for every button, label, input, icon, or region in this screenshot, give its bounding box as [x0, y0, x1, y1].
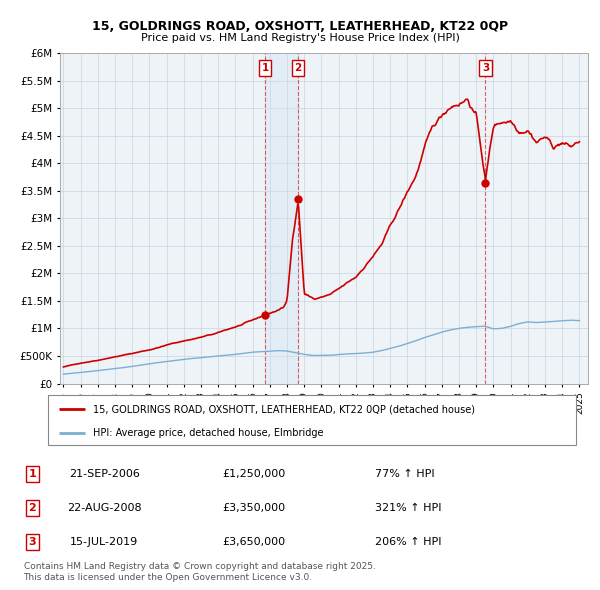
Text: 3: 3	[28, 537, 36, 547]
Text: 22-AUG-2008: 22-AUG-2008	[67, 503, 142, 513]
Text: Contains HM Land Registry data © Crown copyright and database right 2025.
This d: Contains HM Land Registry data © Crown c…	[23, 562, 376, 582]
Text: 2: 2	[295, 63, 302, 73]
Text: 15-JUL-2019: 15-JUL-2019	[70, 537, 138, 547]
Text: 2: 2	[28, 503, 36, 513]
Text: 321% ↑ HPI: 321% ↑ HPI	[375, 503, 442, 513]
FancyBboxPatch shape	[48, 395, 576, 445]
Text: 77% ↑ HPI: 77% ↑ HPI	[375, 469, 434, 479]
Text: 21-SEP-2006: 21-SEP-2006	[69, 469, 140, 479]
Text: £3,350,000: £3,350,000	[223, 503, 286, 513]
Text: 3: 3	[482, 63, 489, 73]
Text: £1,250,000: £1,250,000	[222, 469, 286, 479]
Text: £3,650,000: £3,650,000	[223, 537, 286, 547]
Text: HPI: Average price, detached house, Elmbridge: HPI: Average price, detached house, Elmb…	[93, 428, 323, 438]
Text: 1: 1	[28, 469, 36, 479]
Text: Price paid vs. HM Land Registry's House Price Index (HPI): Price paid vs. HM Land Registry's House …	[140, 34, 460, 43]
Bar	[265, 53, 298, 384]
Text: 15, GOLDRINGS ROAD, OXSHOTT, LEATHERHEAD, KT22 0QP: 15, GOLDRINGS ROAD, OXSHOTT, LEATHERHEAD…	[92, 20, 508, 33]
Text: 1: 1	[262, 63, 269, 73]
Text: 206% ↑ HPI: 206% ↑ HPI	[375, 537, 442, 547]
Text: 15, GOLDRINGS ROAD, OXSHOTT, LEATHERHEAD, KT22 0QP (detached house): 15, GOLDRINGS ROAD, OXSHOTT, LEATHERHEAD…	[93, 404, 475, 414]
